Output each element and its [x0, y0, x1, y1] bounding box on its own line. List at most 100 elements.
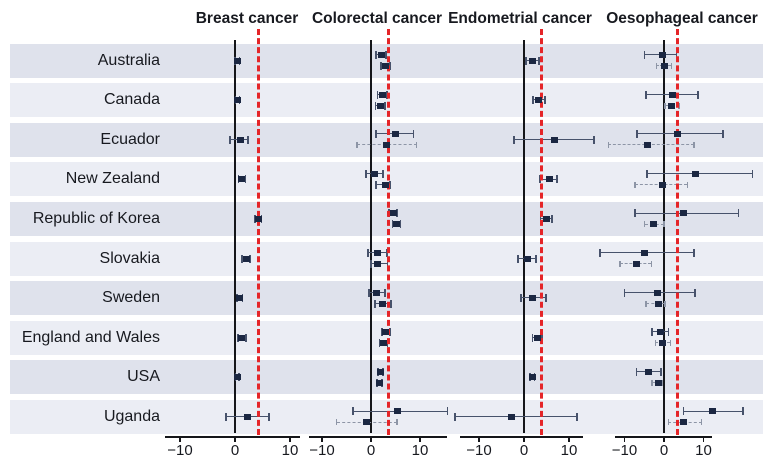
point-estimate-marker — [373, 289, 381, 296]
ci-line — [647, 173, 753, 174]
point-estimate-marker — [377, 52, 385, 58]
point-estimate-marker — [378, 91, 386, 98]
ci-cap-left — [355, 142, 358, 149]
x-axis-tick — [179, 436, 181, 442]
point-estimate-marker — [668, 102, 676, 109]
ci-cap-left — [513, 135, 515, 144]
point-estimate-marker — [363, 419, 371, 426]
ci-cap-right — [389, 328, 391, 337]
row-band — [10, 122, 763, 157]
ci-cap-left — [645, 300, 647, 307]
point-estimate-marker — [545, 176, 553, 183]
x-axis-tick-label: 10 — [695, 442, 712, 459]
row-label: Uganda — [103, 407, 160, 425]
point-estimate-marker — [523, 255, 531, 262]
ci-cap-right — [390, 299, 392, 308]
point-estimate-marker — [242, 255, 250, 262]
point-estimate-marker — [644, 142, 652, 149]
ci-cap-left — [619, 261, 621, 267]
point-estimate-marker — [382, 181, 390, 188]
ci-cap-right — [678, 102, 680, 109]
ci-cap-right — [396, 209, 398, 218]
ci-cap-left — [380, 62, 383, 70]
row-label: Ecuador — [100, 130, 160, 148]
point-estimate-marker — [674, 131, 682, 138]
point-estimate-marker — [657, 329, 665, 336]
ci-cap-right — [389, 62, 391, 70]
ci-cap-left — [380, 328, 383, 337]
ci-cap-left — [531, 333, 534, 342]
x-axis-tick — [623, 436, 626, 442]
point-estimate-marker — [528, 295, 536, 302]
point-estimate-marker — [543, 215, 551, 222]
ci-cap-left — [634, 181, 636, 188]
point-estimate-marker — [379, 300, 387, 307]
point-estimate-marker — [374, 261, 382, 267]
row-label: Australia — [97, 51, 160, 69]
ci-cap-left — [623, 288, 626, 297]
point-estimate-marker — [692, 170, 700, 177]
point-estimate-marker — [550, 136, 558, 143]
ci-cap-left — [655, 63, 658, 69]
point-estimate-marker — [233, 374, 241, 381]
row-label: Slovakia — [99, 249, 160, 267]
point-estimate-marker — [376, 368, 384, 375]
ci-cap-left — [517, 254, 519, 263]
ci-cap-right — [446, 407, 449, 416]
panel-title-breast-cancer: Breast cancer — [195, 10, 299, 27]
row-band — [10, 281, 763, 316]
point-estimate-marker — [371, 170, 379, 177]
x-axis-tick — [568, 436, 570, 442]
x-axis-tick — [419, 436, 421, 442]
ci-cap-left — [367, 249, 369, 257]
x-axis-tick-label: 0 — [659, 442, 669, 459]
x-axis-tick — [478, 436, 480, 442]
point-estimate-marker — [529, 57, 537, 64]
x-axis-tick — [321, 436, 323, 442]
point-estimate-marker — [534, 334, 542, 341]
ci-cap-left — [229, 135, 231, 144]
ci-cap-right — [751, 169, 754, 178]
ci-cap-right — [669, 340, 672, 347]
ci-cap-right — [415, 142, 418, 149]
ci-cap-right — [556, 175, 558, 184]
ci-cap-right — [722, 130, 724, 139]
ci-cap-left — [599, 249, 601, 257]
point-estimate-marker — [236, 295, 244, 302]
ci-cap-left — [636, 130, 638, 139]
x-axis-tick — [523, 436, 525, 442]
ci-cap-left — [635, 367, 638, 376]
point-estimate-marker — [238, 334, 246, 341]
ci-cap-left — [374, 299, 376, 308]
point-estimate-marker — [373, 250, 381, 256]
row-label: New Zealand — [65, 170, 160, 188]
point-estimate-marker — [382, 329, 390, 336]
x-axis-tick-label: 0 — [366, 442, 376, 459]
x-axis-tick-label: 0 — [519, 442, 529, 459]
point-estimate-marker — [654, 300, 662, 307]
point-estimate-marker — [389, 210, 397, 217]
ci-cap-right — [244, 175, 247, 184]
point-estimate-marker — [254, 215, 262, 222]
row-label: Canada — [103, 91, 160, 109]
point-estimate-marker — [641, 250, 649, 256]
ci-cap-left — [391, 220, 394, 229]
x-axis-tick-label: −10 — [309, 442, 335, 459]
point-estimate-marker — [376, 102, 384, 109]
point-estimate-marker — [658, 340, 666, 347]
ci-cap-right — [385, 51, 387, 59]
x-axis-tick — [289, 436, 291, 442]
row-label: England and Wales — [21, 328, 160, 346]
ci-cap-left — [241, 254, 243, 263]
x-axis-line — [165, 436, 300, 438]
ci-line — [635, 212, 739, 214]
row-label: Republic of Korea — [32, 209, 160, 227]
row-band — [10, 241, 763, 276]
ci-cap-right — [697, 90, 699, 99]
ci-cap-right — [384, 288, 386, 297]
point-estimate-marker — [233, 57, 241, 64]
panel-title-colorectal-cancer: Colorectal cancer — [311, 10, 443, 27]
point-estimate-marker — [391, 131, 399, 138]
ci-cap-right — [700, 419, 703, 426]
